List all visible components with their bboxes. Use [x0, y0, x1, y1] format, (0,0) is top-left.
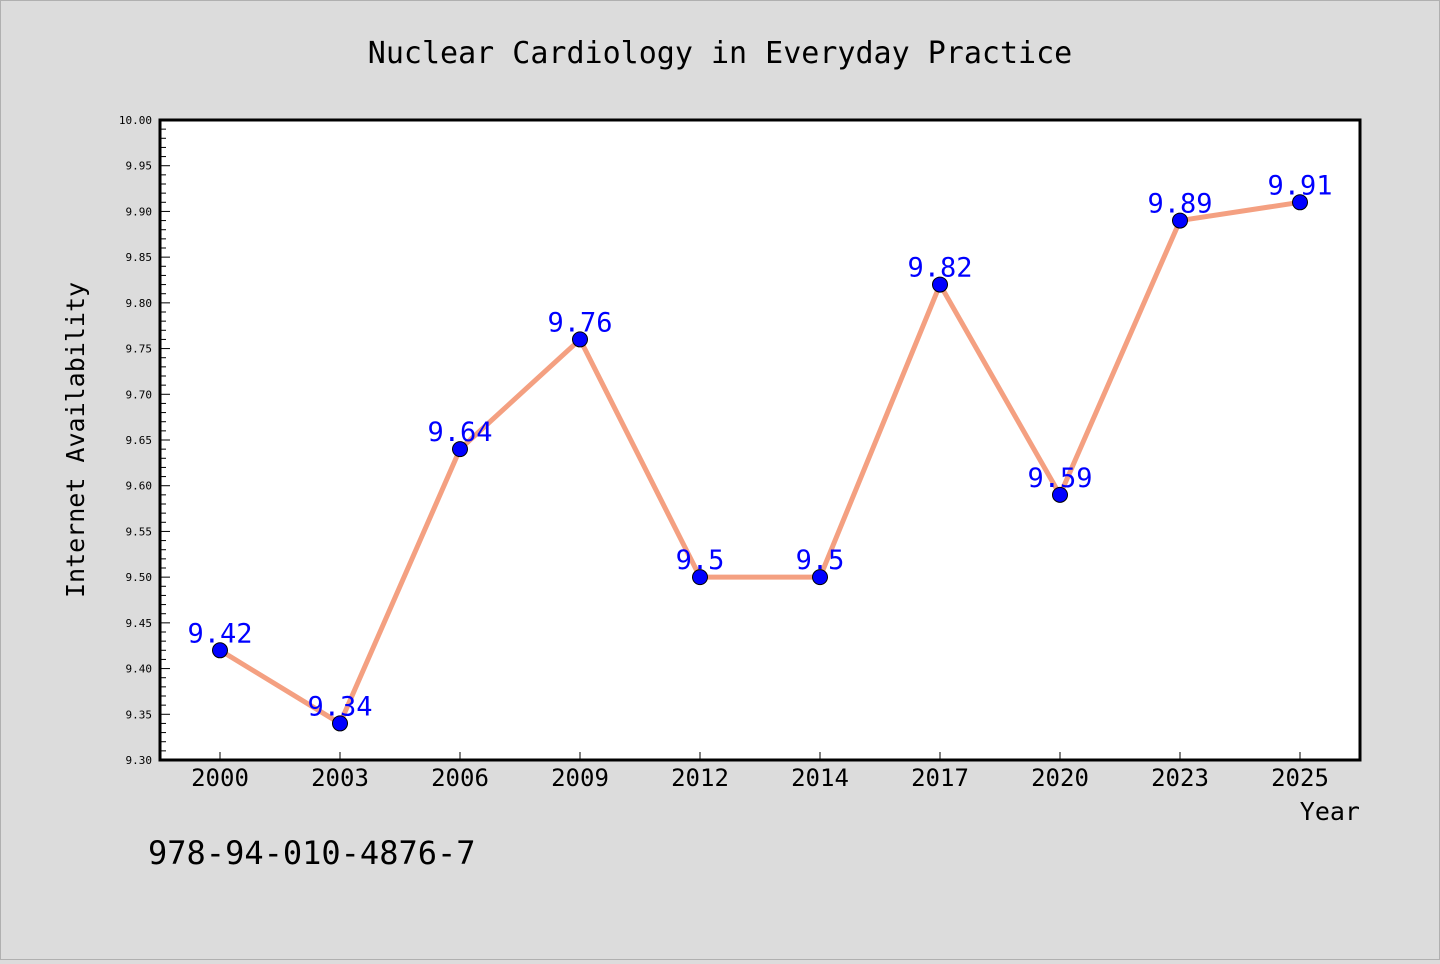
data-label: 9.89 — [1147, 189, 1212, 220]
x-tick-label: 2012 — [671, 764, 729, 792]
y-tick-label: 9.65 — [126, 434, 153, 447]
data-label: 9.82 — [907, 253, 972, 284]
y-tick-label: 9.40 — [126, 663, 153, 676]
y-tick-label: 9.55 — [126, 525, 153, 538]
data-label: 9.42 — [187, 618, 252, 649]
y-axis-label: Internet Availability — [61, 282, 90, 598]
data-label: 9.59 — [1027, 463, 1092, 494]
x-axis-label: Year — [1300, 797, 1360, 826]
data-label: 9.5 — [796, 545, 845, 576]
data-point — [212, 642, 228, 659]
y-tick-label: 10.00 — [119, 114, 152, 127]
data-point — [812, 569, 828, 586]
y-axis: 9.30 9.35 9.40 9.45 9.50 9.55 9.60 9.65 9.70 9.75… — [119, 114, 170, 767]
data-point — [1292, 194, 1308, 211]
data-point — [572, 331, 588, 348]
y-tick-label: 9.35 — [126, 708, 153, 721]
x-tick-label: 2003 — [311, 764, 369, 792]
data-point — [692, 569, 708, 586]
y-tick-label: 9.30 — [126, 754, 153, 767]
data-label: 9.91 — [1267, 170, 1332, 201]
data-label: 9.76 — [547, 307, 612, 338]
data-label: 9.64 — [427, 417, 492, 448]
x-tick-label: 2017 — [911, 764, 969, 792]
y-tick-label: 9.95 — [126, 160, 153, 173]
x-tick-label: 2009 — [551, 764, 609, 792]
y-tick-label: 9.85 — [126, 251, 153, 264]
x-axis: 2000 2003 2006 2009 2012 2014 2017 2020 2023 2025 — [191, 752, 1329, 792]
x-tick-label: 2023 — [1151, 764, 1209, 792]
chart-title: Nuclear Cardiology in Everyday Practice — [368, 36, 1072, 71]
data-point — [932, 276, 948, 293]
plot-area — [158, 118, 1362, 762]
y-tick-label: 9.70 — [126, 388, 153, 401]
y-tick-label: 9.90 — [126, 205, 153, 218]
data-point — [1052, 486, 1068, 503]
y-tick-label: 9.50 — [126, 571, 153, 584]
x-tick-label: 2020 — [1031, 764, 1089, 792]
data-point — [1172, 212, 1188, 229]
data-label: 9.5 — [676, 545, 725, 576]
series-layer: 9.42 9.34 9.64 9.76 9.5 9.5 9.82 9.59 9.89 9.91 — [187, 170, 1333, 732]
isbn-text: 978-94-010-4876-7 — [148, 834, 476, 872]
y-tick-label: 9.45 — [126, 617, 153, 630]
x-tick-label: 2014 — [791, 764, 849, 792]
data-label: 9.34 — [307, 691, 372, 722]
data-point — [332, 715, 348, 732]
y-tick-label: 9.80 — [126, 297, 153, 310]
x-tick-label: 2006 — [431, 764, 489, 792]
y-tick-label: 9.75 — [126, 343, 153, 356]
y-tick-label: 9.60 — [126, 480, 153, 493]
data-point — [452, 441, 468, 458]
x-tick-label: 2025 — [1271, 764, 1329, 792]
series-line — [218, 199, 1301, 726]
x-tick-label: 2000 — [191, 764, 249, 792]
